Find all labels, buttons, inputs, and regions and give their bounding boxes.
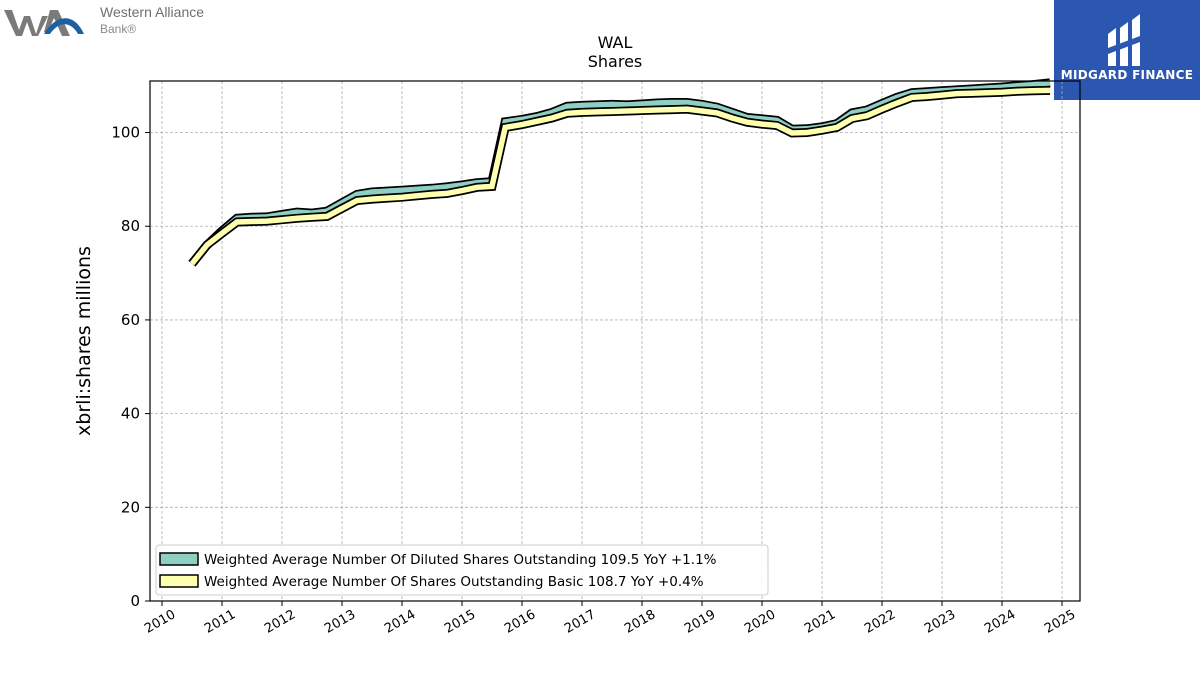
y-tick-label: 0 (130, 592, 140, 610)
x-tick-label: 2020 (742, 607, 778, 637)
chart-title: WAL (598, 33, 633, 52)
x-tick-label: 2025 (1042, 607, 1078, 637)
x-tick-label: 2016 (502, 607, 538, 637)
y-tick-label: 60 (121, 311, 140, 329)
legend-label-2: Weighted Average Number Of Shares Outsta… (204, 574, 704, 590)
chart-subtitle: Shares (588, 52, 643, 71)
y-tick-label: 20 (121, 498, 140, 516)
y-tick-label: 40 (121, 405, 140, 423)
legend-swatch-1 (159, 552, 199, 566)
x-tick-label: 2014 (382, 607, 418, 637)
x-tick-label: 2010 (142, 607, 178, 637)
x-tick-label: 2022 (862, 607, 898, 637)
series-2-line (189, 87, 1051, 266)
left-logo-sub: Bank® (100, 22, 137, 36)
series-1-line (189, 80, 1051, 266)
western-alliance-logo: Western Alliance Bank® (0, 0, 230, 44)
y-tick-label: 80 (121, 217, 140, 235)
x-tick-label: 2024 (982, 607, 1018, 637)
legend: Weighted Average Number Of Diluted Share… (155, 544, 769, 596)
y-tick-label: 100 (111, 124, 140, 142)
legend-swatch-2 (159, 574, 199, 588)
x-tick-label: 2021 (802, 607, 838, 637)
legend-box (155, 544, 769, 596)
series-layer (188, 78, 1051, 267)
legend-label-1: Weighted Average Number Of Diluted Share… (204, 552, 717, 568)
series-2-outline (188, 85, 1051, 267)
x-tick-label: 2023 (922, 607, 958, 637)
western-alliance-mark-icon (4, 10, 84, 36)
plot-frame (149, 80, 1081, 602)
x-tick-label: 2019 (682, 607, 718, 637)
y-axis-label: xbrli:shares millions (73, 246, 95, 436)
x-tick-label: 2013 (322, 607, 358, 637)
x-tick-label: 2017 (562, 607, 598, 637)
x-tick-label: 2011 (202, 607, 238, 637)
grid-layer (150, 81, 1080, 602)
x-tick-label: 2018 (622, 607, 658, 637)
midgard-mark-icon (1108, 14, 1140, 66)
left-logo-name: Western Alliance (100, 4, 205, 20)
x-tick-label: 2012 (262, 607, 298, 637)
x-tick-label: 2015 (442, 607, 478, 637)
midgard-finance-logo: MIDGARD FINANCE (1054, 0, 1200, 100)
right-logo-name: MIDGARD FINANCE (1060, 68, 1194, 82)
